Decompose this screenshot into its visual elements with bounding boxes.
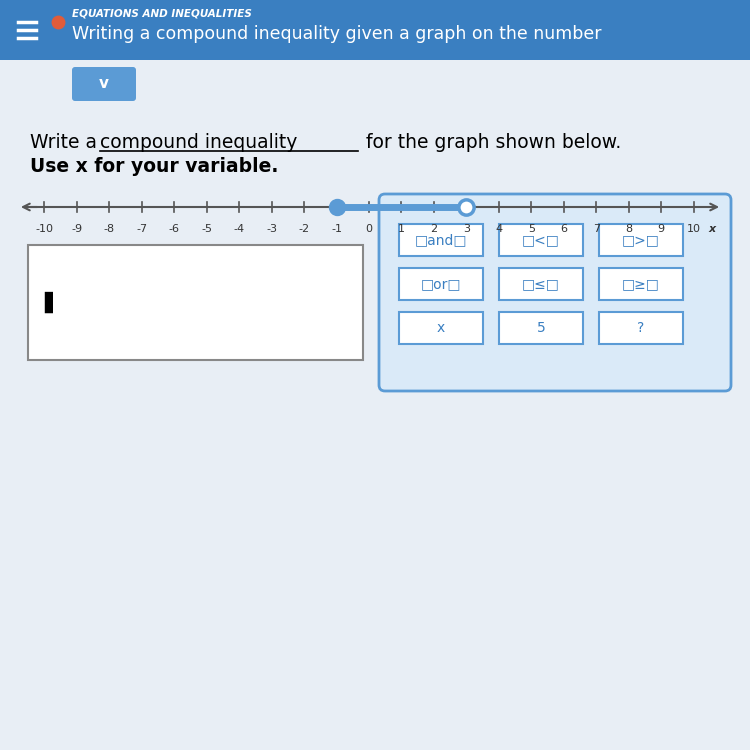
FancyBboxPatch shape xyxy=(599,312,683,344)
Text: -9: -9 xyxy=(71,224,82,234)
Text: 9: 9 xyxy=(658,224,664,234)
Text: -2: -2 xyxy=(298,224,310,234)
Text: v: v xyxy=(99,76,109,92)
Text: □<□: □<□ xyxy=(522,233,560,247)
Text: 2: 2 xyxy=(430,224,437,234)
Text: □≥□: □≥□ xyxy=(622,277,660,291)
FancyBboxPatch shape xyxy=(72,67,136,101)
FancyBboxPatch shape xyxy=(399,312,483,344)
Text: 10: 10 xyxy=(687,224,700,234)
Text: Write a: Write a xyxy=(30,134,103,152)
FancyBboxPatch shape xyxy=(0,0,750,60)
Text: -7: -7 xyxy=(136,224,147,234)
Text: -10: -10 xyxy=(35,224,53,234)
FancyBboxPatch shape xyxy=(399,224,483,256)
Text: □or□: □or□ xyxy=(421,277,461,291)
Text: 6: 6 xyxy=(560,224,567,234)
FancyBboxPatch shape xyxy=(0,60,750,750)
Text: EQUATIONS AND INEQUALITIES: EQUATIONS AND INEQUALITIES xyxy=(72,8,252,18)
Text: for the graph shown below.: for the graph shown below. xyxy=(360,134,621,152)
Text: -4: -4 xyxy=(233,224,244,234)
Text: □>□: □>□ xyxy=(622,233,660,247)
Text: -6: -6 xyxy=(169,224,180,234)
Text: -3: -3 xyxy=(266,224,277,234)
Text: -8: -8 xyxy=(104,224,115,234)
FancyBboxPatch shape xyxy=(499,312,583,344)
Text: □and□: □and□ xyxy=(415,233,467,247)
Text: x: x xyxy=(436,321,445,335)
Text: ▌: ▌ xyxy=(44,291,60,313)
Text: Writing a compound inequality given a graph on the number: Writing a compound inequality given a gr… xyxy=(72,25,602,43)
Text: 5: 5 xyxy=(537,321,545,335)
FancyBboxPatch shape xyxy=(399,268,483,300)
Text: □≤□: □≤□ xyxy=(522,277,560,291)
Text: 4: 4 xyxy=(495,224,502,234)
Text: 8: 8 xyxy=(626,224,632,234)
FancyBboxPatch shape xyxy=(28,245,363,360)
FancyBboxPatch shape xyxy=(499,268,583,300)
FancyBboxPatch shape xyxy=(379,194,731,391)
FancyBboxPatch shape xyxy=(599,224,683,256)
Text: compound inequality: compound inequality xyxy=(100,134,297,152)
Text: 1: 1 xyxy=(398,224,405,234)
Text: 0: 0 xyxy=(365,224,373,234)
Text: 7: 7 xyxy=(592,224,600,234)
Text: Use x for your variable.: Use x for your variable. xyxy=(30,158,278,176)
Text: ?: ? xyxy=(638,321,644,335)
Text: -5: -5 xyxy=(201,224,212,234)
Text: 3: 3 xyxy=(463,224,470,234)
Text: x: x xyxy=(708,224,716,234)
FancyBboxPatch shape xyxy=(499,224,583,256)
Text: -1: -1 xyxy=(331,224,342,234)
FancyBboxPatch shape xyxy=(599,268,683,300)
Text: 5: 5 xyxy=(528,224,535,234)
